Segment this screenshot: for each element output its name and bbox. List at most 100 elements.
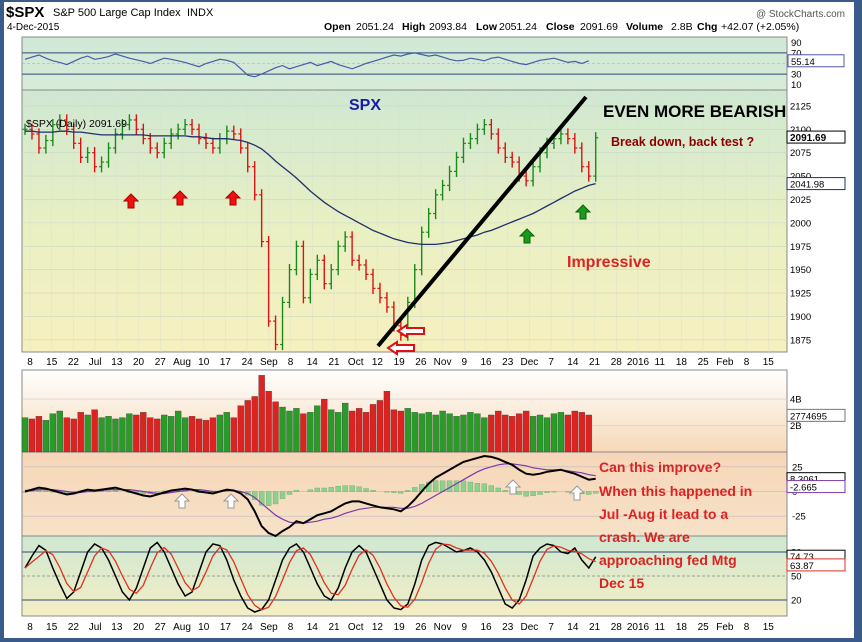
volume-bar bbox=[119, 417, 126, 453]
volume-bar bbox=[446, 413, 453, 453]
stochastic-ytick: 50 bbox=[791, 572, 802, 583]
price-panel bbox=[21, 89, 788, 353]
price-xtick: 25 bbox=[698, 357, 710, 368]
volume-bar bbox=[376, 400, 384, 453]
volume-bar bbox=[216, 414, 224, 453]
macd-histogram-bar bbox=[363, 488, 369, 492]
comment-line-2: When this happened in bbox=[599, 483, 752, 499]
stochastic-d-line bbox=[24, 543, 596, 611]
bottom-xtick: 26 bbox=[415, 622, 427, 633]
bottom-xtick: 19 bbox=[394, 622, 406, 633]
macd-histogram-bar bbox=[516, 491, 522, 495]
price-xtick: 22 bbox=[68, 357, 80, 368]
price-xtick: 10 bbox=[198, 357, 210, 368]
volume-bar bbox=[161, 414, 168, 453]
bottom-xtick: 22 bbox=[68, 622, 80, 633]
volume-bar bbox=[481, 417, 488, 453]
price-xtick: 14 bbox=[567, 357, 579, 368]
volume-bar bbox=[112, 418, 119, 453]
volume-bar bbox=[585, 414, 592, 453]
price-xtick: 16 bbox=[480, 357, 492, 368]
volume-bar bbox=[251, 396, 258, 453]
high-value: 2093.84 bbox=[429, 21, 467, 33]
macd-histogram-bar bbox=[467, 481, 474, 492]
volume-bar bbox=[237, 405, 244, 453]
volume-bar bbox=[328, 409, 335, 453]
close-value-box bbox=[786, 130, 846, 144]
volume-bar bbox=[348, 410, 356, 453]
volume-bar bbox=[550, 413, 558, 453]
bottom-xtick: 12 bbox=[372, 622, 384, 633]
price-xtick: 7 bbox=[548, 357, 554, 368]
volume-bar bbox=[154, 418, 161, 453]
macd-histogram-bar bbox=[286, 491, 293, 495]
price-xtick: 17 bbox=[220, 357, 232, 368]
volume-bar bbox=[35, 416, 43, 453]
white-up-arrow-icon bbox=[568, 485, 586, 501]
red-up-arrow-icon bbox=[122, 193, 140, 209]
white-up-arrow-icon bbox=[222, 493, 240, 509]
volume-bar bbox=[56, 410, 63, 453]
bottom-xtick: 21 bbox=[328, 622, 340, 633]
white-up-arrow-icon bbox=[173, 493, 191, 509]
macd-histogram-bar bbox=[391, 491, 397, 493]
volume-bar bbox=[453, 416, 460, 453]
symbol: $SPX bbox=[6, 4, 44, 21]
volume-bar bbox=[98, 417, 105, 453]
price-xtick: 20 bbox=[133, 357, 145, 368]
volume-bar bbox=[383, 391, 391, 453]
volume-bar bbox=[223, 412, 230, 453]
comment-line-6: Dec 15 bbox=[599, 575, 644, 591]
price-xtick: 21 bbox=[328, 357, 340, 368]
volume-bar bbox=[279, 406, 286, 453]
volume-ytick: 4B bbox=[790, 395, 802, 406]
green-up-arrow-icon bbox=[574, 204, 592, 220]
macd-histogram-bar bbox=[314, 487, 320, 492]
macd-histogram-bar bbox=[335, 486, 341, 492]
macd-histogram-bar bbox=[398, 491, 404, 494]
bottom-xtick: 2016 bbox=[627, 622, 650, 633]
volume-bar bbox=[543, 417, 551, 453]
bottom-xtick: Dec bbox=[521, 622, 539, 633]
bottom-xtick: 23 bbox=[502, 622, 514, 633]
volume-bar bbox=[126, 413, 133, 453]
macd-histogram-bar bbox=[495, 487, 501, 492]
breakdown-annotation: Break down, back test ? bbox=[611, 135, 754, 149]
macd-histogram-bar bbox=[356, 486, 362, 492]
change-label: Chg bbox=[697, 21, 717, 33]
bottom-xtick: 7 bbox=[548, 622, 554, 633]
bottom-xtick: 20 bbox=[133, 622, 145, 633]
volume-series bbox=[21, 375, 592, 453]
stochastic-d-label: 63.87 bbox=[790, 561, 814, 572]
macd-line bbox=[24, 454, 596, 538]
macd-histogram-bar bbox=[112, 490, 119, 492]
price-ytick: 1900 bbox=[790, 312, 811, 323]
volume-bar bbox=[404, 408, 411, 453]
close-value-label: 2091.69 bbox=[790, 133, 827, 144]
volume-bar bbox=[230, 417, 237, 453]
green-up-arrow-icon bbox=[518, 228, 536, 244]
red-left-arrow-icon bbox=[396, 323, 425, 339]
volume-ytick: 2B bbox=[790, 421, 802, 432]
volume-bar bbox=[314, 405, 321, 453]
price-xtick: 15 bbox=[763, 357, 775, 368]
volume-value-label: 2774695 bbox=[790, 411, 827, 422]
open-label: Open bbox=[324, 21, 351, 33]
chart-date: 4-Dec-2015 bbox=[7, 22, 60, 33]
bottom-xtick: 16 bbox=[480, 622, 492, 633]
price-series bbox=[22, 114, 599, 351]
macd-histogram-bar bbox=[460, 480, 467, 492]
price-xtick: 19 bbox=[394, 357, 406, 368]
volume-bar bbox=[265, 391, 272, 453]
macd-histogram-bar bbox=[530, 491, 536, 496]
volume-bar bbox=[362, 412, 370, 453]
macd-histogram-bar bbox=[593, 491, 599, 494]
macd-histogram-bar bbox=[265, 491, 272, 506]
price-ytick: 2000 bbox=[790, 218, 811, 229]
bottom-xtick: Sep bbox=[260, 622, 278, 633]
stochastic-ytick: 20 bbox=[791, 596, 802, 607]
ma-value-box bbox=[786, 177, 846, 191]
volume-bar bbox=[307, 412, 314, 453]
rsi-ytick: 30 bbox=[791, 70, 802, 81]
